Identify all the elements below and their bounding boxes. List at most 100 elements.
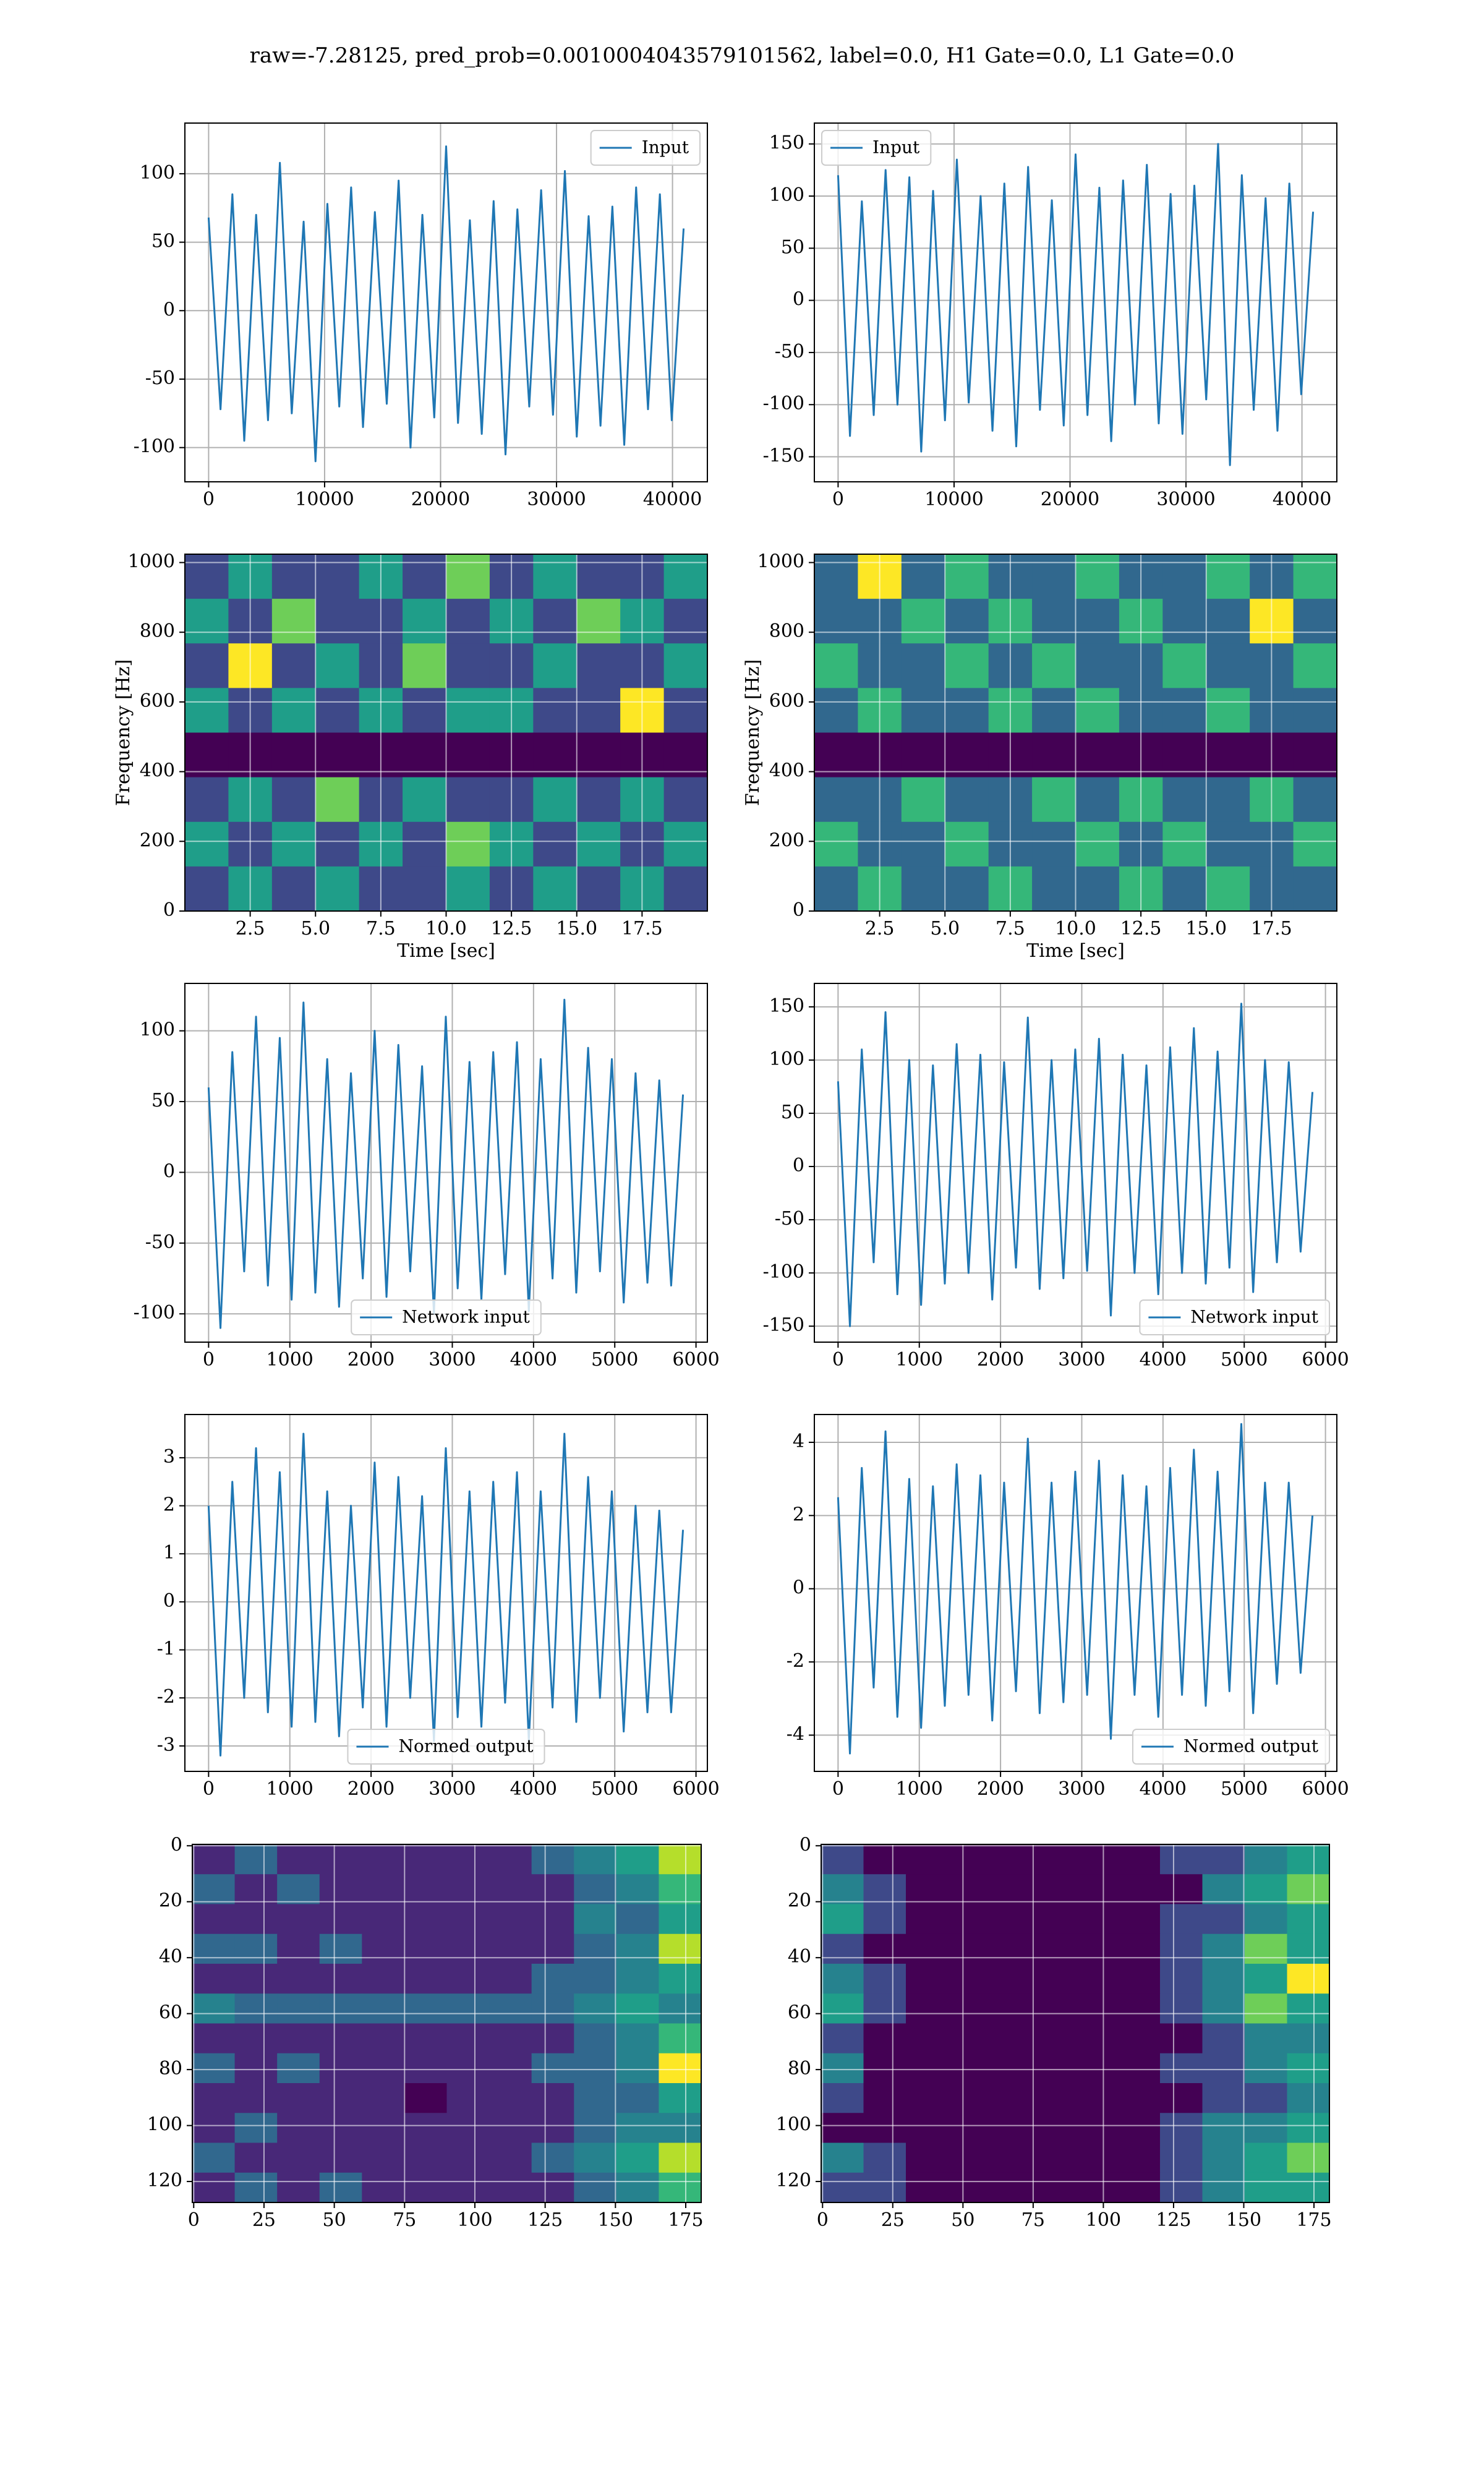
- heatmap-cell: [1287, 1964, 1330, 1994]
- heatmap-cell: [1162, 554, 1207, 599]
- subplot: 0 25 50 75 100 125 150 175 0 20 40 60 80 100 120: [776, 1834, 1332, 2231]
- x-tick-label: 25: [881, 2209, 905, 2231]
- heatmap-cell: [403, 777, 446, 823]
- heatmap-cell: [945, 643, 989, 688]
- y-tick-label: 80: [788, 2058, 811, 2079]
- heatmap-cell: [663, 866, 708, 912]
- legend-box: [351, 1299, 542, 1335]
- x-tick-label: 17.5: [1251, 918, 1292, 940]
- heatmap-cell: [446, 732, 490, 778]
- heatmap-cell: [1033, 2083, 1076, 2113]
- y-tick-label: 150: [769, 132, 804, 154]
- heatmap-cell: [234, 1993, 278, 2024]
- heatmap-cell: [533, 688, 578, 733]
- heatmap-cell: [945, 821, 989, 867]
- legend-text: Network input: [1190, 1307, 1318, 1327]
- legend-box: [347, 1729, 545, 1765]
- heatmap-cell: [234, 2083, 278, 2113]
- x-tick-label: 5.0: [930, 918, 960, 940]
- x-tick-label: 1000: [267, 1349, 313, 1371]
- heatmap-cell: [319, 1874, 362, 1904]
- y-tick-label: 100: [769, 1048, 804, 1070]
- subplot: 0 1000 2000 3000 4000 5000 6000 -4 -2 0 2 4 Normed o…: [787, 1414, 1349, 1800]
- y-tick-label: 80: [159, 2058, 182, 2079]
- x-tick-label: 6000: [1302, 1778, 1349, 1800]
- heatmap-cell: [531, 1844, 574, 1875]
- heatmap-cell: [533, 777, 578, 823]
- heatmap-cell: [1202, 2113, 1245, 2143]
- heatmap-cell: [814, 688, 858, 733]
- heatmap-cell: [234, 2023, 278, 2054]
- x-tick-label: 100: [1086, 2209, 1121, 2231]
- heatmap-cell: [1032, 599, 1076, 644]
- heatmap-cell: [1206, 732, 1250, 778]
- x-tick-label: 20000: [1041, 489, 1099, 510]
- heatmap-cell: [446, 1904, 490, 1935]
- heatmap-cell: [234, 1964, 278, 1994]
- legend-text: Input: [642, 137, 689, 158]
- x-tick-label: 0: [188, 2209, 200, 2231]
- heatmap-cell: [271, 599, 316, 644]
- heatmap-cell: [533, 643, 578, 688]
- heatmap-cell: [1287, 2113, 1330, 2143]
- y-tick-label: 0: [163, 299, 175, 320]
- heatmap-cell: [901, 866, 945, 912]
- legend-text: Normed output: [398, 1736, 534, 1757]
- heatmap-cell: [192, 2142, 236, 2173]
- heatmap-cell: [1033, 2142, 1076, 2173]
- heatmap-cell: [1075, 821, 1120, 867]
- heatmap-cell: [1287, 2172, 1330, 2203]
- x-tick-label: 3000: [429, 1778, 475, 1800]
- y-tick-label: 50: [151, 231, 175, 252]
- heatmap-cell: [446, 2113, 490, 2143]
- legend-text: Normed output: [1183, 1736, 1319, 1757]
- heatmap-cell: [1117, 2113, 1161, 2143]
- heatmap-cell: [906, 2113, 949, 2143]
- heatmap-cell: [901, 821, 945, 867]
- heatmap-cell: [948, 1844, 991, 1875]
- heatmap-cell: [821, 1874, 864, 1904]
- y-tick-label: -150: [763, 1314, 804, 1336]
- heatmap-cell: [821, 2113, 864, 2143]
- heatmap-cell: [1117, 2023, 1161, 2054]
- heatmap-cell: [1117, 1993, 1161, 2024]
- y-tick-label: 200: [769, 829, 804, 851]
- heatmap-cell: [1293, 777, 1337, 823]
- heatmap-cell: [1033, 1993, 1076, 2024]
- heatmap-cell: [1202, 2142, 1245, 2173]
- heatmap-cell: [531, 2113, 574, 2143]
- heatmap-cell: [362, 2172, 405, 2203]
- x-tick-label: 20000: [411, 489, 470, 510]
- heatmap-cell: [574, 2023, 617, 2054]
- heatmap-cell: [1075, 1964, 1118, 1994]
- heatmap-cell: [362, 2053, 405, 2084]
- heatmap-cell: [663, 732, 708, 778]
- heatmap-cell: [863, 2172, 906, 2203]
- heatmap-cell: [1287, 1933, 1330, 1964]
- heatmap-cell: [659, 2083, 702, 2113]
- heatmap-cell: [1287, 1874, 1330, 1904]
- line-series: [837, 143, 1315, 466]
- heatmap-cell: [319, 2053, 362, 2084]
- y-tick-label: -100: [763, 1261, 804, 1283]
- heatmap-cell: [1287, 2142, 1330, 2173]
- heatmap-cell: [1162, 777, 1207, 823]
- heatmap-cell: [403, 866, 446, 912]
- y-tick-label: 600: [140, 690, 175, 712]
- subplot: 0 10000 20000 30000 40000 -150 -100 -50 0 50 100 15…: [763, 122, 1337, 510]
- heatmap-cell: [948, 1993, 991, 2024]
- heatmap-cell: [1160, 1993, 1203, 2024]
- y-tick-label: 0: [793, 1577, 804, 1599]
- heatmap-cell: [1032, 554, 1076, 599]
- line-series: [837, 1423, 1314, 1755]
- heatmap-cell: [663, 599, 708, 644]
- heatmap-cell: [1032, 643, 1076, 688]
- heatmap-cell: [616, 1933, 659, 1964]
- heatmap-cell: [659, 1964, 702, 1994]
- y-tick-label: 0: [793, 899, 804, 921]
- y-tick-label: 100: [776, 2114, 811, 2136]
- heatmap-cell: [446, 688, 490, 733]
- heatmap-cell: [277, 1933, 320, 1964]
- heatmap-cell: [277, 2083, 320, 2113]
- x-tick-label: 6000: [672, 1778, 719, 1800]
